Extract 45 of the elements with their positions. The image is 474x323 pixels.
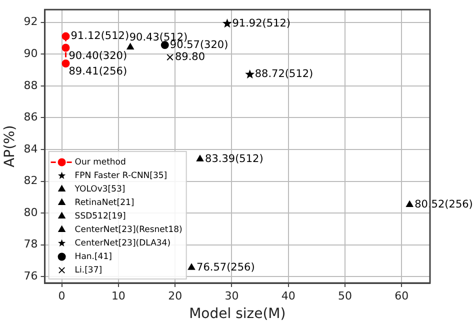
x-tick-label: 60: [394, 289, 409, 302]
x-axis-title: Model size(M): [189, 306, 286, 322]
y-tick-label: 76: [24, 270, 38, 282]
y-tick-label: 88: [24, 78, 38, 92]
data-label: 83.39(512): [205, 152, 264, 165]
y-axis-title: AP(%): [2, 125, 18, 168]
legend-label: CenterNet[23](DLA34): [74, 238, 171, 248]
x-tick-label: 50: [338, 289, 352, 302]
y-tick-label: 90: [24, 46, 38, 60]
point: [222, 18, 232, 28]
point: [62, 44, 70, 52]
y-tick-label: 92: [24, 15, 38, 28]
y-tick-label: 84: [24, 142, 38, 156]
legend-label: YOLOv3[53]: [74, 184, 126, 194]
data-label: 76.57(256): [196, 261, 255, 274]
legend-label: Our method: [74, 157, 126, 168]
x-tick-label: 10: [111, 289, 126, 302]
x-tick-label: 0: [58, 289, 66, 302]
x-tick-label: 40: [281, 289, 296, 302]
legend-label: Li.[37]: [74, 265, 102, 276]
point: [196, 155, 204, 162]
legend-label: RetinaNet[21]: [74, 198, 134, 208]
legend-label: SSD512[19]: [74, 211, 126, 222]
point: [406, 200, 414, 208]
point: [62, 32, 70, 40]
point: [245, 69, 255, 78]
y-tick-label: 86: [24, 110, 38, 124]
data-label: 88.72(512): [254, 68, 314, 80]
point: [126, 43, 134, 50]
legend-label: CenterNet[23](Resnet18): [74, 224, 182, 235]
x-tick-label: 20: [168, 289, 182, 302]
data-label: 89.41(256): [68, 66, 128, 78]
data-label: 89.80: [174, 51, 206, 64]
x-tick-label: 30: [224, 289, 239, 302]
y-tick-label: 82: [24, 174, 38, 188]
legend-label: FPN Faster R-CNN[35]: [74, 170, 168, 181]
data-label: 91.12(512): [70, 30, 130, 42]
data-label: 91.92(512): [232, 17, 290, 30]
point: [188, 264, 196, 270]
point: [166, 54, 174, 61]
data-label: 90.40(320): [68, 50, 128, 62]
point: [62, 59, 70, 68]
y-tick-label: 80: [24, 206, 38, 219]
y-tick-label: 78: [24, 238, 38, 251]
legend-label: Han.[41]: [74, 252, 112, 262]
